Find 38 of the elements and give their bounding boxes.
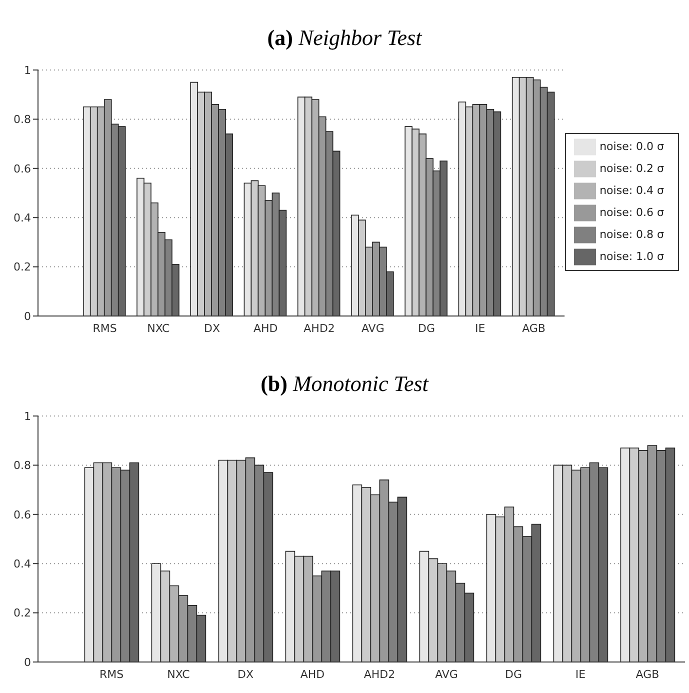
- chart-title: (a) Neighbor Test: [267, 25, 422, 50]
- x-tick-label: NXC: [167, 668, 190, 681]
- x-tick-label: AGB: [522, 322, 546, 335]
- y-tick-label: 0.8: [14, 459, 31, 472]
- y-tick-label: 1: [24, 64, 31, 77]
- y-tick-label: 0: [24, 656, 31, 669]
- x-tick-label: AVG: [435, 668, 458, 681]
- legend-label: noise: 0.0 σ: [600, 140, 664, 154]
- chart-title: (b) Monotonic Test: [260, 371, 428, 396]
- x-tick-label: AGB: [636, 668, 660, 681]
- legend-label: noise: 0.6 σ: [600, 206, 664, 220]
- y-tick-label: 0.6: [14, 508, 31, 522]
- x-tick-label: DG: [418, 322, 436, 335]
- y-tick-label: 0.6: [14, 162, 31, 176]
- y-tick-label: 0.2: [14, 606, 31, 620]
- y-tick-label: 1: [24, 410, 31, 423]
- legend-label: noise: 0.2 σ: [600, 162, 664, 176]
- x-tick-label: AHD: [300, 668, 325, 681]
- y-tick-label: 0.4: [14, 212, 31, 225]
- x-tick-label: IE: [475, 322, 486, 335]
- x-tick-label: DX: [204, 322, 221, 335]
- x-tick-label: DX: [237, 668, 254, 681]
- x-tick-label: AHD: [254, 322, 278, 335]
- x-tick-label: AHD2: [304, 322, 335, 335]
- legend-label: noise: 1.0 σ: [600, 250, 664, 264]
- legend-label: noise: 0.8 σ: [600, 228, 664, 242]
- x-tick-label: AVG: [361, 322, 384, 335]
- y-tick-label: 0.4: [14, 558, 31, 571]
- x-tick-label: DG: [505, 668, 522, 681]
- y-tick-label: 0.2: [14, 260, 31, 274]
- y-tick-label: 0: [24, 310, 31, 323]
- x-tick-label: RMS: [99, 668, 124, 681]
- x-tick-label: NXC: [147, 322, 170, 335]
- x-tick-label: RMS: [92, 322, 117, 335]
- x-tick-label: AHD2: [364, 668, 396, 681]
- legend-label: noise: 0.4 σ: [600, 184, 664, 198]
- x-tick-label: IE: [575, 668, 586, 681]
- y-tick-label: 0.8: [14, 113, 31, 126]
